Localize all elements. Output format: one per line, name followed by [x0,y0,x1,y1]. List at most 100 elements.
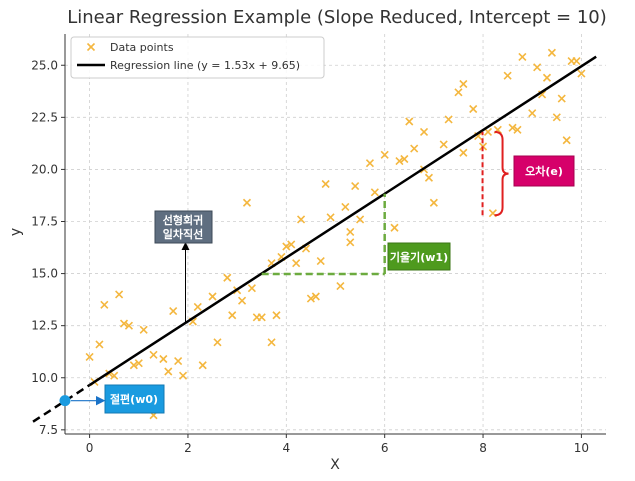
data-point [577,69,586,78]
data-point-stroke-b [410,144,419,153]
data-point-stroke-b [572,57,581,66]
error-label-text: 오차(e) [525,164,563,178]
data-point [503,71,512,80]
y-tick-label: 12.5 [31,319,58,333]
y-tick-label: 7.5 [39,423,58,437]
data-point-stroke-b [454,88,463,97]
data-point [557,94,566,103]
data-point [459,79,468,89]
data-point-stroke-b [198,361,207,370]
data-point [100,300,109,309]
data-point-stroke-b [552,113,561,122]
data-point-stroke-b [528,109,537,118]
data-point [346,238,355,247]
data-point-stroke-b [311,292,320,301]
data-point-stroke-b [459,148,468,157]
data-point-stroke-b [267,259,276,268]
data-point-stroke-b [139,325,148,334]
data-point-stroke-b [223,273,232,282]
error-brace [494,130,509,217]
data-point [134,359,143,368]
data-point [533,63,542,72]
data-point-stroke-b [164,367,173,376]
slope-label-text: 기울기(w1) [390,250,448,264]
chart-title: Linear Regression Example (Slope Reduced… [67,7,607,28]
data-point-stroke-b [537,90,547,99]
data-point [351,182,360,191]
line-label-text-1: 선형회귀 [163,213,203,227]
data-point [198,361,207,370]
legend: Data points Regression line (y = 1.53x +… [70,36,325,79]
data-point-stroke-b [518,52,527,61]
data-point-stroke-b [257,313,266,322]
legend-points-marker [86,42,96,52]
data-point [336,282,345,291]
data-point [110,371,119,380]
data-point-stroke-b [321,179,330,189]
data-point-stroke-b [508,123,517,132]
data-point [321,179,330,189]
data-point-stroke-b [346,238,355,247]
data-point-stroke-b [439,140,448,149]
data-point [119,319,129,328]
x-tick-label: 0 [86,441,94,455]
data-point-stroke-b [316,257,325,266]
intercept-marker [59,395,71,407]
data-point-stroke-b [188,317,197,326]
data-point-stroke-b [542,73,552,82]
legend-line-label: Regression line (y = 1.53x + 9.65) [110,59,300,72]
data-point [316,257,325,266]
y-tick-label: 22.5 [31,110,58,124]
data-point-stroke-b [351,182,360,191]
data-point [297,215,306,224]
data-point [542,73,552,82]
intercept-label-box [104,384,165,414]
data-point [365,159,374,168]
data-point [228,311,237,320]
error-label-box [513,155,575,187]
data-point [390,223,399,232]
data-point-stroke-b [193,302,202,311]
data-point-stroke-b [247,284,256,293]
data-point [139,325,148,334]
data-point [380,150,389,159]
y-tick-label: 17.5 [31,215,58,229]
data-point-stroke-b [503,71,512,80]
intercept-label-text: 절편(w0) [110,392,158,406]
data-point [454,88,463,97]
data-point-stroke-b [301,244,311,253]
x-tick-label: 8 [479,441,487,455]
data-point-stroke-b [208,292,217,301]
data-point-stroke-b [297,215,306,224]
data-point-stroke-b [100,300,109,309]
data-point [178,371,188,380]
data-point-stroke-b [356,215,365,224]
data-point-stroke-b [237,296,247,305]
data-point-stroke-b [213,338,222,347]
data-point-stroke-b [149,350,158,359]
data-point [370,188,379,197]
data-point [247,284,256,293]
data-point [237,296,247,305]
data-point-stroke-b [287,240,296,249]
axis-ticks: 0 2 4 6 8 10 7.5 10.0 12.5 15.0 17.5 20.0 22.5 25.0 [31,58,589,455]
data-point [518,52,527,61]
data-point-stroke-b [547,48,556,57]
data-point-stroke-b [444,115,453,124]
y-tick-label: 15.0 [31,267,58,281]
data-point [528,109,537,118]
data-point [242,198,252,207]
y-tick-label: 25.0 [31,58,58,72]
data-point [400,154,409,164]
data-point [282,242,291,251]
data-point [424,173,434,182]
data-point [149,350,158,359]
data-point-stroke-b [429,198,438,207]
data-point-stroke-b [242,198,252,207]
data-point [311,292,320,301]
data-point [159,354,168,364]
data-point [95,340,104,349]
data-point-stroke-b [341,202,350,211]
data-point [223,273,232,282]
slope-label-box [387,242,451,271]
